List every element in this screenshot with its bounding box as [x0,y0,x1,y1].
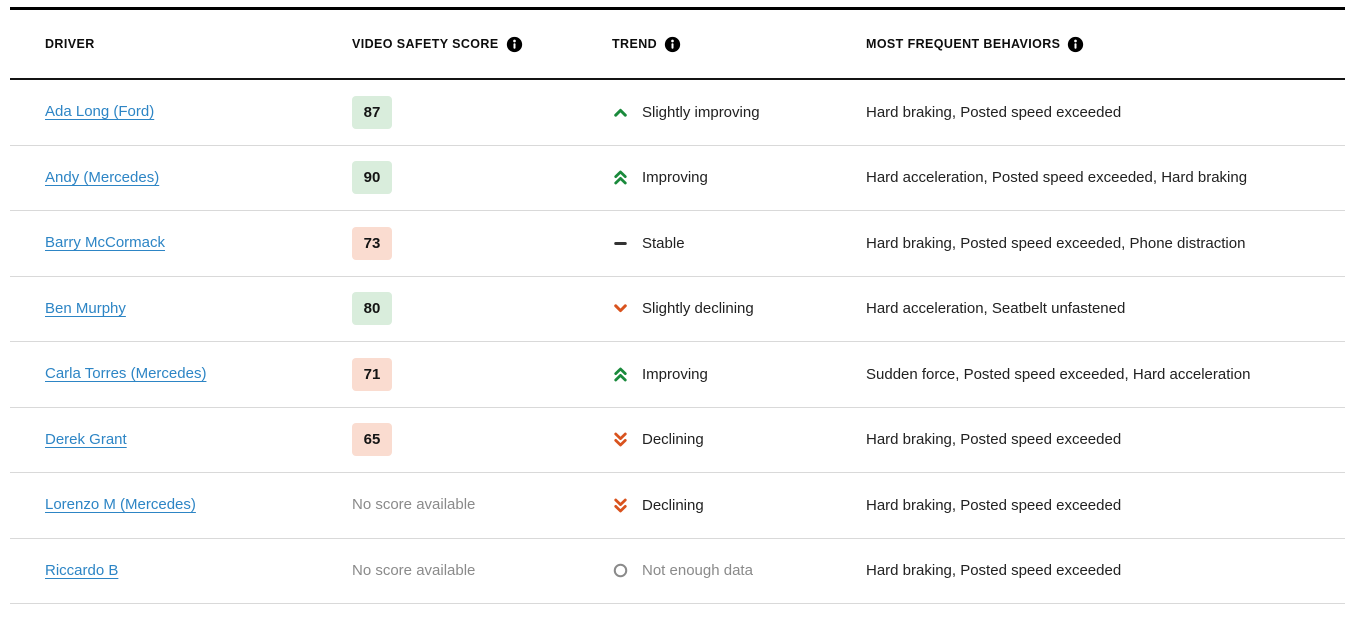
column-header-behaviors-label: MOST FREQUENT BEHAVIORS [866,37,1061,51]
trend-label: Slightly improving [642,103,760,121]
driver-cell: Barry McCormack [45,234,352,252]
trend-label: Declining [642,496,704,514]
score-badge: 80 [352,292,392,326]
trend-label: Stable [642,234,685,252]
table-row: Riccardo B No score available Not enough… [10,539,1345,604]
score-badge: 87 [352,95,392,129]
behaviors-text: Hard braking, Posted speed exceeded [866,103,1122,121]
trend-cell: Not enough data [612,562,866,579]
score-cell: 80 [352,292,612,326]
driver-cell: Carla Torres (Mercedes) [45,365,352,383]
double-chevron-up-icon [612,169,629,186]
trend-cell: Declining [612,497,866,514]
table-row: Ben Murphy 80 Slightly declining Hard ac… [10,277,1345,342]
driver-link[interactable]: Andy (Mercedes) [45,168,160,186]
score-badge: 65 [352,423,392,457]
driver-cell: Lorenzo M (Mercedes) [45,496,352,514]
trend-label: Improving [642,365,708,383]
table-row: Carla Torres (Mercedes) 71 Improving Sud… [10,342,1345,408]
column-header-trend-label: TREND [612,37,658,51]
no-score-text: No score available [352,496,476,514]
driver-link[interactable]: Riccardo B [45,561,119,579]
table-header-row: DRIVER VIDEO SAFETY SCORE TREND MOST FRE… [10,10,1345,80]
trend-label: Declining [642,431,704,449]
info-icon[interactable] [506,36,523,53]
behaviors-text: Hard braking, Posted speed exceeded [866,496,1122,514]
trend-cell: Improving [612,169,866,186]
trend-cell: Declining [612,431,866,448]
behaviors-text: Hard braking, Posted speed exceeded, Pho… [866,234,1246,252]
column-header-trend: TREND [612,36,866,53]
score-cell: 73 [352,226,612,260]
chevron-down-icon [612,300,629,317]
score-cell: No score available [352,496,612,514]
driver-link[interactable]: Derek Grant [45,430,127,448]
score-cell: No score available [352,562,612,580]
score-cell: 90 [352,161,612,195]
score-cell: 71 [352,357,612,391]
dash-icon [612,235,629,252]
behaviors-text: Hard braking, Posted speed exceeded [866,562,1122,580]
table-row: Derek Grant 65 Declining Hard braking, P… [10,408,1345,473]
table-row: Ada Long (Ford) 87 Slightly improving Ha… [10,80,1345,146]
trend-label: Improving [642,169,708,187]
table-row: Andy (Mercedes) 90 Improving Hard accele… [10,146,1345,211]
double-chevron-down-icon [612,431,629,448]
circle-outline-icon [612,562,629,579]
driver-cell: Derek Grant [45,431,352,449]
behaviors-text: Sudden force, Posted speed exceeded, Har… [866,365,1251,383]
double-chevron-up-icon [612,366,629,383]
driver-cell: Andy (Mercedes) [45,169,352,187]
score-cell: 65 [352,423,612,457]
trend-cell: Slightly improving [612,104,866,121]
behaviors-text: Hard braking, Posted speed exceeded [866,431,1122,449]
table-body: Ada Long (Ford) 87 Slightly improving Ha… [10,80,1345,604]
trend-cell: Slightly declining [612,300,866,317]
column-header-score-label: VIDEO SAFETY SCORE [352,37,499,51]
driver-link[interactable]: Carla Torres (Mercedes) [45,365,207,383]
driver-cell: Ben Murphy [45,300,352,318]
column-header-driver: DRIVER [45,37,352,51]
column-header-most-frequent-behaviors: MOST FREQUENT BEHAVIORS [866,36,1345,53]
trend-cell: Improving [612,366,866,383]
driver-link[interactable]: Lorenzo M (Mercedes) [45,496,196,514]
trend-cell: Stable [612,235,866,252]
driver-link[interactable]: Barry McCormack [45,234,166,252]
trend-label: Slightly declining [642,300,754,318]
driver-cell: Ada Long (Ford) [45,103,352,121]
driver-link[interactable]: Ada Long (Ford) [45,103,155,121]
behaviors-text: Hard acceleration, Posted speed exceeded… [866,169,1248,187]
behaviors-text: Hard acceleration, Seatbelt unfastened [866,300,1126,318]
column-header-driver-label: DRIVER [45,37,95,51]
trend-label: Not enough data [642,562,753,580]
driver-cell: Riccardo B [45,562,352,580]
info-icon[interactable] [1067,36,1084,53]
driver-link[interactable]: Ben Murphy [45,299,126,317]
column-header-video-safety-score: VIDEO SAFETY SCORE [352,36,612,53]
score-badge: 73 [352,226,392,260]
double-chevron-down-icon [612,497,629,514]
info-icon[interactable] [664,36,681,53]
score-badge: 71 [352,357,392,391]
chevron-up-icon [612,104,629,121]
driver-safety-table: DRIVER VIDEO SAFETY SCORE TREND MOST FRE… [10,7,1345,604]
score-badge: 90 [352,161,392,195]
table-row: Lorenzo M (Mercedes) No score available … [10,473,1345,539]
table-row: Barry McCormack 73 Stable Hard braking, … [10,211,1345,277]
no-score-text: No score available [352,561,476,579]
score-cell: 87 [352,95,612,129]
